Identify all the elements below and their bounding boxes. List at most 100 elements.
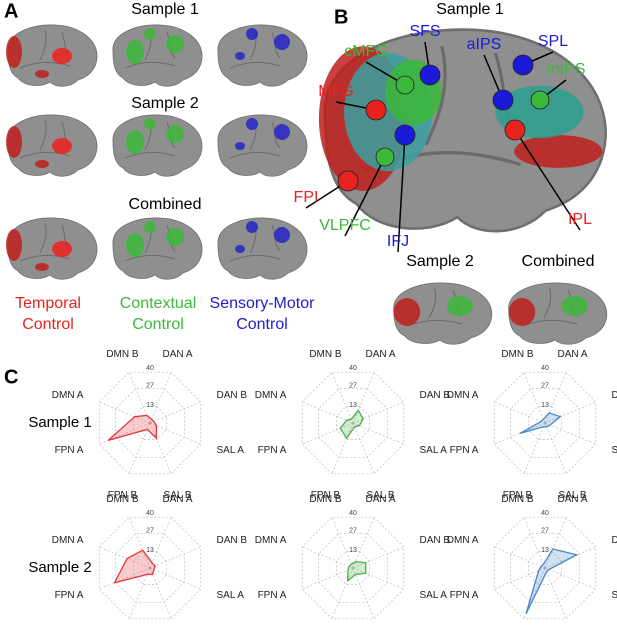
category-label: FPN B (311, 490, 341, 501)
category-label: SAL A (612, 445, 617, 456)
category-label: DAN B (612, 390, 617, 401)
activation-blob (235, 52, 245, 60)
region-node (419, 64, 441, 86)
region-label: IFJ (387, 233, 409, 250)
region-node (394, 124, 416, 146)
spoke (302, 422, 354, 445)
brain-surface (112, 114, 203, 177)
region-node (395, 75, 415, 95)
spoke (494, 567, 546, 590)
r-tick-label: 40 (541, 365, 549, 372)
category-label: DMN B (309, 494, 342, 505)
activation-blob (246, 221, 258, 233)
category-label: DAN B (420, 535, 451, 546)
spoke (352, 567, 375, 619)
r-tick-label: 27 (349, 528, 357, 535)
row-label: Sample 1 (28, 414, 91, 431)
category-label: DAN A (163, 349, 193, 360)
activation-blob (246, 118, 258, 130)
activation-blob (35, 70, 49, 78)
grid-line (301, 371, 405, 475)
grid-line (493, 371, 597, 475)
activation-blob (274, 34, 290, 50)
r-tick-label: 40 (146, 365, 154, 372)
brain-surface (112, 24, 203, 87)
region-label: VLPFC (319, 217, 371, 234)
r-tick-label: 27 (146, 528, 154, 535)
spoke (544, 517, 567, 569)
activation-blob (274, 124, 290, 140)
spoke (149, 567, 172, 619)
category-label: FPN A (55, 590, 84, 601)
activation-blob (235, 245, 245, 253)
radar-area (347, 560, 367, 583)
spoke (128, 422, 151, 474)
category-label: DMN B (106, 494, 139, 505)
r-tick-label: 40 (541, 510, 549, 517)
brain-image (217, 217, 308, 280)
category-label: DMN B (501, 349, 534, 360)
activation-blob (166, 125, 184, 143)
activation-blob (52, 48, 72, 64)
panel-label: C (4, 366, 18, 388)
region-node (504, 119, 526, 141)
spoke (149, 517, 172, 569)
spoke (352, 372, 375, 424)
activation-blob (246, 28, 258, 40)
activation-blob (144, 221, 156, 233)
category-label: FPN B (108, 490, 138, 501)
radar-area (525, 548, 579, 615)
activation-blob (35, 160, 49, 168)
category-label: DMN B (501, 494, 534, 505)
spoke (331, 422, 354, 474)
spoke (99, 422, 151, 445)
category-label: DMN A (52, 535, 84, 546)
activation-blob (144, 28, 156, 40)
grid-line (493, 516, 597, 620)
brain-image (217, 114, 308, 177)
category-label: DAN A (366, 494, 396, 505)
category-label: SAL B (367, 490, 395, 501)
activation-blob (508, 298, 536, 326)
region-node (365, 99, 387, 121)
spoke (352, 422, 404, 445)
spoke (331, 372, 354, 424)
spoke (352, 422, 375, 474)
grid-line (301, 516, 405, 620)
spoke (302, 567, 354, 590)
category-label: SAL A (217, 445, 245, 456)
header: Sample 2 (406, 253, 474, 270)
activation-blob (126, 40, 144, 64)
spoke (494, 422, 546, 445)
spoke (544, 422, 567, 474)
spoke (99, 401, 151, 424)
activation-blob (52, 241, 72, 257)
brain-image (6, 24, 98, 87)
activation-blob (6, 36, 22, 68)
region-label: MFG (318, 83, 354, 100)
category-label: DMN A (255, 390, 287, 401)
category-label: DMN A (255, 535, 287, 546)
r-tick-label: 13 (541, 547, 549, 554)
category-label: FPN A (450, 590, 479, 601)
radar-area (339, 409, 364, 440)
legend-label: Contextual (120, 295, 197, 312)
brain-image (112, 114, 203, 177)
header: Sample 1 (131, 1, 199, 18)
pointer-line (397, 134, 406, 253)
category-label: FPN A (450, 445, 479, 456)
legend-label: Control (22, 316, 74, 333)
spoke (149, 422, 172, 474)
region-node (512, 54, 534, 76)
brain-image (393, 282, 493, 345)
legend-label: Control (236, 316, 288, 333)
spoke (128, 517, 151, 569)
activation-blob (144, 118, 156, 130)
panel-label: B (334, 6, 348, 28)
grid-line (98, 371, 202, 475)
category-label: DMN A (52, 390, 84, 401)
radar-area (107, 414, 158, 441)
activation-blob (52, 138, 72, 154)
r-tick-label: 13 (349, 547, 357, 554)
region-label: aIPS (467, 36, 502, 53)
